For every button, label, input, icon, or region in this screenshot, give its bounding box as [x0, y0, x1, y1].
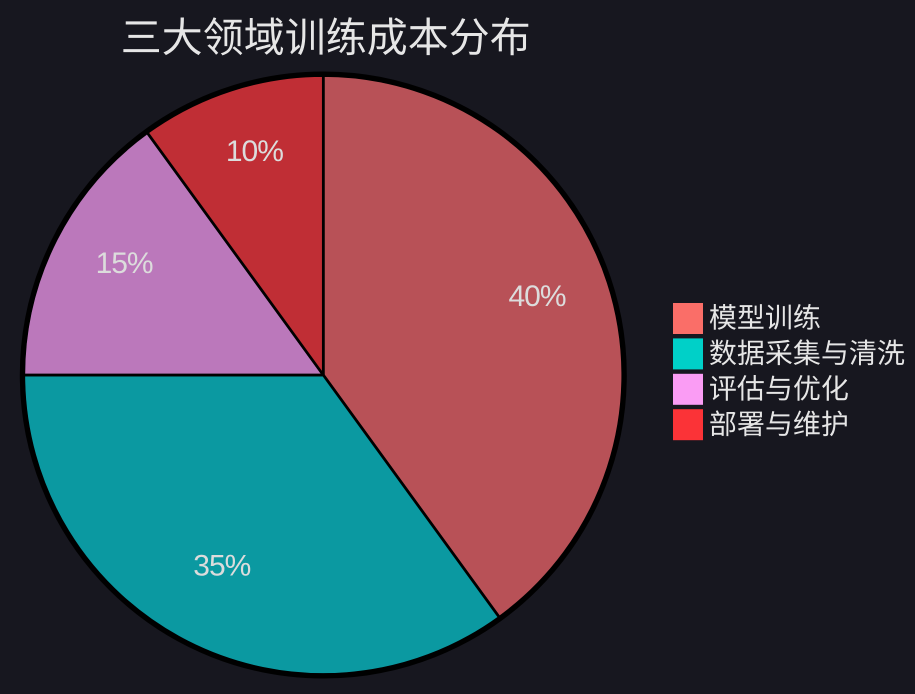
svg-text:40%: 40%	[508, 280, 565, 313]
svg-text:15%: 15%	[96, 247, 153, 280]
svg-text:35%: 35%	[193, 549, 250, 582]
svg-text:10%: 10%	[226, 135, 283, 168]
